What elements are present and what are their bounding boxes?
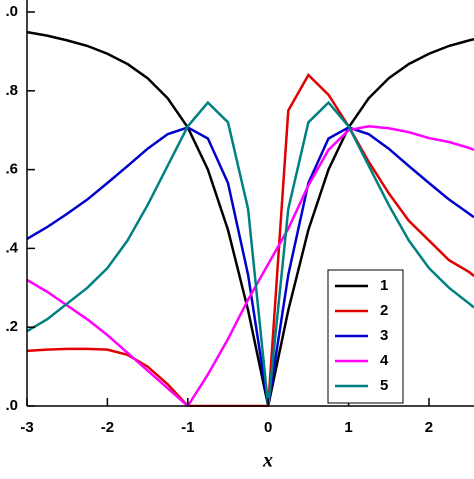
x-tick-label: -1 <box>181 419 194 436</box>
legend-label: 2 <box>380 302 388 319</box>
line-series <box>27 126 474 407</box>
legend-label: 3 <box>380 327 388 344</box>
plot-lines <box>27 30 474 407</box>
legend-label: 5 <box>380 377 388 394</box>
x-tick-label: 2 <box>425 419 433 436</box>
y-tick-label: .0 <box>5 397 18 414</box>
line-series <box>27 30 474 407</box>
line-series <box>27 100 474 407</box>
line-series <box>27 124 474 407</box>
y-tick-label: .2 <box>5 318 18 335</box>
x-tick-label: 1 <box>344 419 352 436</box>
legend-label: 4 <box>380 352 389 369</box>
x-tick-label: -2 <box>101 419 114 436</box>
y-tick-label: .6 <box>5 161 18 178</box>
x-axis-label: x <box>262 450 273 472</box>
y-tick-label: .0 <box>5 3 18 20</box>
legend-label: 1 <box>380 277 388 294</box>
y-tick-label: .4 <box>5 239 18 256</box>
y-tick-label: .8 <box>5 82 18 99</box>
x-tick-label: -3 <box>20 419 33 436</box>
x-tick-label: 0 <box>264 419 272 436</box>
